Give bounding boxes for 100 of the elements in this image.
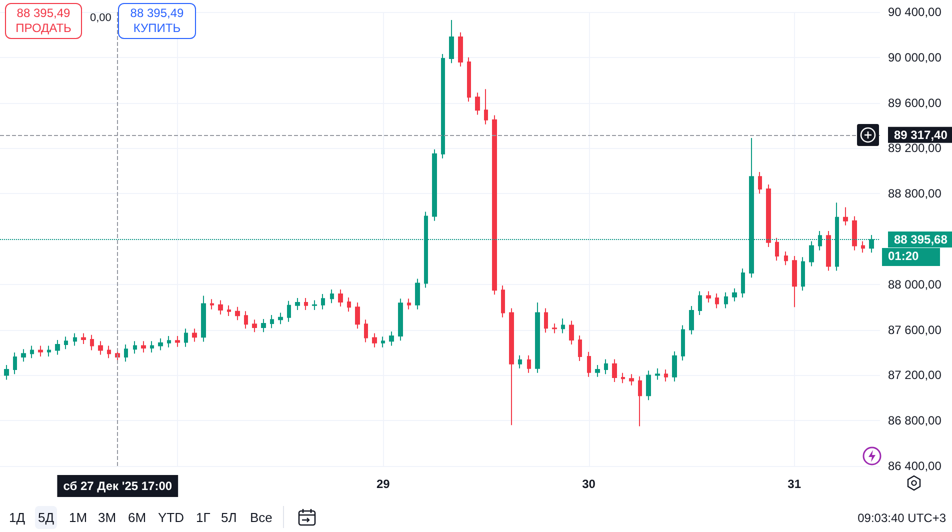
- candlestick: [398, 298, 403, 342]
- x-tick-label: 31: [788, 477, 802, 491]
- ref-line-label: 88 395,68: [894, 232, 948, 246]
- text: 09:03:40 UTC+3: [858, 511, 946, 525]
- annotation: 88 395,49: [130, 6, 184, 20]
- candlestick: [604, 358, 608, 375]
- candlestick: [792, 256, 797, 308]
- ref-line-label: 89 317,40: [894, 128, 948, 142]
- candlestick: [364, 319, 368, 343]
- candlestick: [13, 352, 17, 375]
- candlestick: [107, 345, 111, 359]
- text: Все: [250, 510, 272, 525]
- candlestick: [843, 206, 848, 226]
- candlestick: [544, 308, 548, 334]
- candlestick: [852, 216, 857, 251]
- candlestick: [389, 331, 394, 346]
- text: 1Д: [9, 510, 26, 525]
- candlestick: [672, 350, 677, 382]
- annotation: КУПИТЬ: [133, 21, 181, 35]
- candlestick: [244, 310, 248, 330]
- candlestick: [826, 230, 831, 272]
- candlestick: [509, 308, 514, 426]
- candlestick: [372, 332, 377, 348]
- candlestick: [175, 336, 180, 348]
- candlestick: [304, 298, 308, 310]
- candlestick: [569, 320, 574, 346]
- candlestick: [355, 302, 360, 330]
- candlestick: [158, 338, 163, 351]
- candlestick: [809, 240, 814, 267]
- candlestick: [81, 332, 86, 344]
- candlestick: [535, 302, 540, 374]
- candlestick: [287, 300, 291, 322]
- candlestick: [432, 148, 437, 222]
- candlestick: [150, 340, 154, 353]
- candlestick: [415, 278, 420, 310]
- y-tick-label: 90 400,00: [888, 5, 942, 19]
- candlestick: [458, 32, 463, 67]
- candlestick: [312, 300, 317, 310]
- y-tick-label: 90 000,00: [888, 50, 942, 64]
- candlestick: [629, 374, 634, 386]
- candlestick: [664, 369, 668, 382]
- candlestick: [621, 372, 625, 384]
- candlestick: [595, 364, 600, 378]
- candlestick: [338, 289, 343, 308]
- candlestick: [612, 358, 617, 383]
- candlestick: [64, 336, 68, 350]
- candlestick: [467, 56, 471, 102]
- candlestick: [775, 237, 779, 262]
- ref-line-label: сб 27 Дек '25 17:00: [63, 479, 172, 493]
- candlestick: [552, 323, 557, 334]
- candlestick: [381, 336, 385, 348]
- candlestick: [235, 306, 240, 321]
- candlestick: [766, 184, 771, 248]
- candlestick: [732, 288, 737, 302]
- candlestick: [492, 114, 497, 296]
- candlestick: [252, 319, 257, 333]
- annotation: ПРОДАТЬ: [16, 21, 72, 35]
- candlestick: [98, 340, 103, 356]
- candlestick: [167, 336, 171, 348]
- candlestick: [475, 92, 480, 116]
- candlestick: [210, 298, 214, 310]
- candlestick: [587, 351, 591, 378]
- x-tick-label: 30: [582, 477, 596, 491]
- candlestick: [330, 289, 334, 304]
- candlestick: [90, 334, 94, 351]
- candlestick: [527, 354, 531, 374]
- candlestick: [38, 345, 43, 357]
- candlestick: [484, 88, 488, 125]
- candlestick: [681, 324, 685, 361]
- candlestick: [698, 290, 702, 316]
- y-tick-label: 89 600,00: [888, 96, 942, 110]
- candlestick: [518, 354, 522, 369]
- candlestick: [655, 368, 660, 380]
- text: 6М: [128, 510, 146, 525]
- y-tick-label: 88 800,00: [888, 186, 942, 201]
- y-tick-label: 86 400,00: [888, 459, 942, 473]
- candlestick: [124, 344, 128, 362]
- x-tick-label: 29: [376, 477, 390, 491]
- y-tick-label: 89 200,00: [888, 141, 942, 156]
- text: 1Г: [196, 510, 210, 525]
- candlestick: [347, 296, 351, 312]
- candlestick: [758, 172, 762, 194]
- candlestick: [801, 256, 805, 292]
- candlestick: [141, 340, 146, 353]
- text: 5Д: [35, 506, 58, 529]
- candlestick: [724, 292, 728, 309]
- y-tick-label: 86 800,00: [888, 414, 942, 428]
- candlestick: [227, 304, 231, 316]
- candlestick: [646, 370, 651, 401]
- annotation: 88 395,49: [16, 6, 70, 20]
- candlestick: [407, 298, 411, 310]
- candlestick: [184, 328, 188, 348]
- candlestick: [270, 314, 274, 329]
- y-tick-label: 87 200,00: [888, 368, 942, 382]
- candlestick: [295, 298, 300, 310]
- candlestick: [218, 300, 223, 315]
- candlestick: [441, 53, 445, 159]
- text: 1М: [69, 510, 88, 525]
- candlestick: [561, 318, 565, 334]
- candlestick: [784, 250, 788, 266]
